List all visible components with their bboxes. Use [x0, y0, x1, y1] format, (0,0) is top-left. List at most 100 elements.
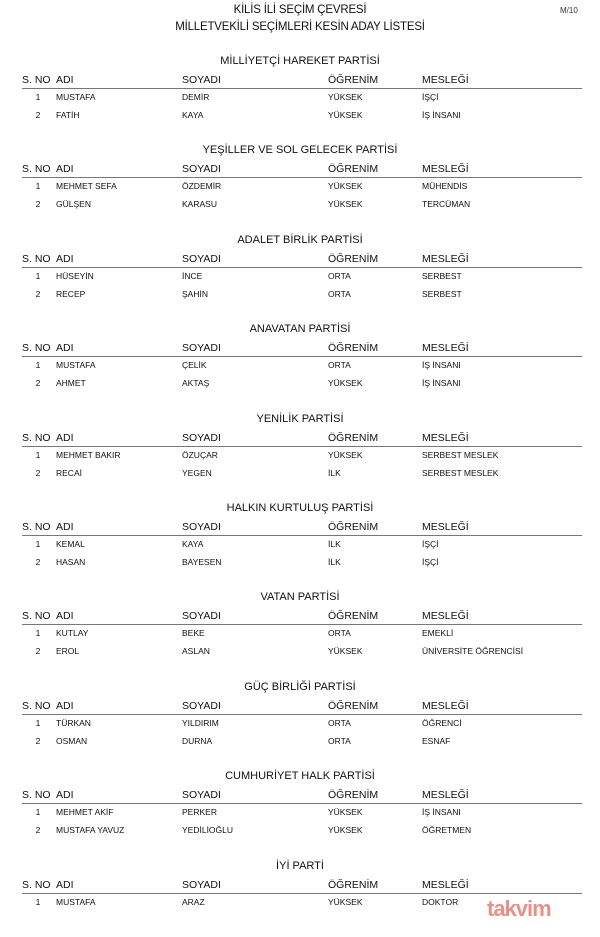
column-header: ÖĞRENİM [328, 431, 379, 444]
cell: RECEP [56, 288, 86, 299]
cell: SERBEST MESLEK [422, 467, 499, 478]
column-header: ADI [56, 431, 74, 444]
column-header: SOYADI [182, 74, 221, 86]
cell: EROL [56, 646, 80, 657]
cell: YÜKSEK [328, 449, 363, 460]
column-header: ÖĞRENİM [328, 699, 379, 712]
cell: ORTA [328, 628, 351, 639]
column-header: ÖĞRENİM [328, 342, 379, 355]
cell: ORTA [328, 288, 351, 299]
cell: İLK [328, 557, 341, 567]
cell: YÜKSEK [328, 110, 363, 120]
cell: SERBEST MESLEK [422, 449, 499, 460]
column-header: S. NO [22, 789, 51, 802]
table-row: 2 OSMAN DURNA ORTA ESNAF [0, 736, 600, 750]
table-row: 1 KUTLAY BEKE ORTA EMEKLİ [0, 628, 600, 642]
party-section: ANAVATAN PARTİSİ S. NO ADI SOYADI ÖĞRENİM MES… [0, 320, 600, 400]
party-name: MİLLİYETÇİ HAREKET PARTİSİ [220, 55, 380, 67]
cell: YÜKSEK [328, 199, 363, 210]
cell: İŞ İNSANI [422, 807, 461, 818]
table-header: S. NO ADI SOYADI ÖĞRENİM MESLEĞİ [0, 74, 600, 88]
header-divider [22, 88, 582, 89]
cell: KEMAL [56, 539, 85, 549]
table-row: 2 FATİH KAYA YÜKSEK İŞ İNSANI [0, 110, 600, 124]
column-header: ADI [56, 878, 74, 891]
column-header: MESLEĞİ [422, 789, 469, 802]
cell: 2 [35, 646, 41, 657]
column-header: S. NO [22, 163, 51, 176]
cell: MÜHENDİS [422, 181, 468, 192]
column-header: ADI [56, 74, 74, 86]
cell: 1 [35, 539, 41, 549]
cell: 2 [35, 378, 41, 389]
party-name: HALKIN KURTULUŞ PARTİSİ [226, 502, 374, 514]
cell: FATİH [56, 110, 80, 120]
cell: ORTA [328, 717, 351, 728]
party-name: CUMHURİYET HALK PARTİSİ [225, 770, 375, 783]
column-header: ÖĞRENİM [328, 252, 379, 265]
column-header: SOYADI [182, 521, 221, 533]
table-row: 2 AHMET AKTAŞ YÜKSEK İŞ İNSANI [0, 378, 600, 392]
cell: 1 [35, 92, 41, 102]
cell: YÜKSEK [328, 807, 363, 818]
cell: 2 [35, 199, 41, 210]
cell: İNCE [182, 270, 203, 281]
column-header: ADI [56, 610, 74, 623]
column-header: ADI [56, 252, 74, 265]
party-name: ADALET BİRLİK PARTİSİ [237, 233, 363, 246]
cell: DURNA [182, 735, 213, 746]
cell: YÜKSEK [328, 181, 363, 192]
cell: 1 [35, 270, 41, 281]
cell: YILDIRIM [182, 717, 219, 728]
page-code: M/10 [560, 6, 578, 15]
cell: 2 [35, 110, 41, 120]
cell: YEDİLİOĞLU [182, 825, 234, 836]
party-name: ANAVATAN PARTİSİ [249, 323, 351, 336]
cell: 2 [35, 288, 41, 299]
column-header: S. NO [22, 431, 51, 444]
cell: İŞÇİ [422, 557, 439, 567]
header-divider [22, 535, 582, 536]
cell: İLK [328, 539, 341, 549]
cell: 2 [35, 557, 41, 567]
cell: İŞ İNSANI [422, 110, 461, 120]
party-name: İYİ PARTİ [276, 859, 324, 872]
cell: 2 [35, 825, 41, 836]
cell: YÜKSEK [328, 896, 363, 907]
column-header: SOYADI [182, 163, 221, 176]
column-header: MESLEĞİ [422, 74, 469, 86]
cell: 2 [35, 735, 41, 746]
column-header: S. NO [22, 610, 51, 623]
table-row: 2 HASAN BAYESEN İLK İŞÇİ [0, 557, 600, 571]
table-header: S. NO ADI SOYADI ÖĞRENİM MESLEĞİ [0, 521, 600, 535]
cell: MEHMET SEFA [56, 181, 117, 192]
cell: HÜSEYİN [56, 270, 94, 281]
cell: İŞÇİ [422, 539, 439, 549]
header-divider [22, 177, 582, 179]
document-subtitle: MİLLETVEKİLİ SEÇİMLERİ KESİN ADAY LİSTES… [175, 21, 425, 33]
column-header: S. NO [22, 878, 51, 891]
column-header: ADI [56, 521, 74, 533]
column-header: SOYADI [182, 610, 221, 623]
cell: KARASU [182, 199, 217, 210]
column-header: SOYADI [182, 252, 221, 265]
table-row: 1 MEHMET BAKIR ÖZUÇAR YÜKSEK SERBEST MESLEK [0, 450, 600, 464]
cell: MUSTAFA [56, 92, 96, 102]
cell: 2 [35, 467, 41, 478]
header-divider [22, 445, 582, 447]
cell: MUSTAFA [56, 360, 96, 371]
cell: 1 [35, 807, 41, 818]
column-header: S. NO [22, 252, 51, 265]
table-row: 1 MEHMET AKİF PERKER YÜKSEK İŞ İNSANI [0, 807, 600, 821]
cell: OSMAN [56, 735, 88, 746]
table-header: S. NO ADI SOYADI ÖĞRENİM MESLEĞİ [0, 789, 600, 803]
cell: ORTA [328, 360, 351, 371]
table-row: 2 MUSTAFA YAVUZ YEDİLİOĞLU YÜKSEK ÖĞRETMEN [0, 825, 600, 839]
party-name: YEŞİLLER VE SOL GELECEK PARTİSİ [202, 144, 398, 157]
column-header: ADI [56, 789, 74, 802]
column-header: MESLEĞİ [422, 699, 469, 712]
column-header: ÖĞRENİM [328, 521, 379, 533]
table-header: S. NO ADI SOYADI ÖĞRENİM MESLEĞİ [0, 342, 600, 356]
table-row: 1 HÜSEYİN İNCE ORTA SERBEST [0, 271, 600, 285]
cell: TÜRKAN [56, 717, 91, 728]
